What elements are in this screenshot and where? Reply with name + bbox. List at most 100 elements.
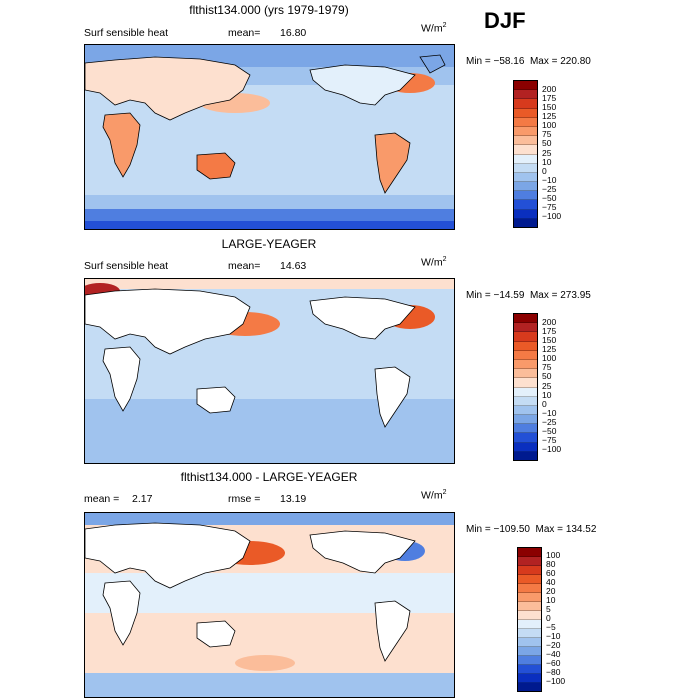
panel-3-colorbar-swatch [518, 647, 541, 656]
panel-3-colorbar-tick: 80 [546, 559, 556, 570]
panel-3-colorbar-labels: 100 80 60 40 20 10 5 0 −5 −10 −20 −40 −60 −80 −100 [544, 547, 584, 690]
panel-2-map-graphic [85, 279, 454, 463]
panel-1-colorbar-tick: −50 [542, 193, 557, 204]
panel-1-variable-label: Surf sensible heat [84, 27, 169, 39]
panel-3-mean-value: 2.17 [132, 493, 153, 505]
panel-3-units: W/m2 [421, 489, 447, 502]
panel-3-colorbar-swatch [518, 629, 541, 638]
panel-2-max-label: Max = [529, 290, 558, 301]
panel-1-colorbar-labels: 200 175 150 125 100 75 50 25 10 0 −10 −25 −50 −75 −100 [540, 80, 580, 226]
panel-2-variable-label: Surf sensible heat [84, 260, 169, 272]
panel-3-colorbar-tick: −5 [546, 621, 556, 632]
panel-2-units: W/m2 [421, 256, 447, 269]
panel-2-max-value: 273.95 [560, 290, 591, 301]
panel-2-colorbar-swatch [514, 378, 537, 388]
panel-2-colorbar-swatch [514, 424, 537, 434]
panel-1-minmax: Min = −58.16 Max = 220.80 [466, 56, 591, 67]
panel-3-colorbar-swatch [518, 593, 541, 602]
panel-3-colorbar-tick: −60 [546, 657, 561, 668]
panel-2-colorbar-swatch [514, 359, 537, 370]
panel-2-colorbar-swatch [514, 369, 537, 379]
panel-3-colorbar-tick: 5 [546, 604, 551, 615]
panel-1-colorbar-swatch [514, 136, 537, 146]
panel-3-colorbar-swatch [518, 620, 541, 629]
panel-2-colorbar-tick: 175 [542, 325, 557, 336]
panel-2-colorbar-tick: −75 [542, 435, 557, 446]
panel-2-colorbar-tick: −10 [542, 407, 557, 418]
panel-3-colorbar-tick: −100 [546, 675, 566, 686]
panel-1-colorbar-swatch [514, 108, 537, 118]
panel-1-colorbar-swatch [514, 145, 537, 155]
panel-2-colorbar-tick: 200 [542, 316, 557, 327]
panel-1-colorbar-swatch [514, 182, 537, 192]
panel-1-colorbar-tick: 0 [542, 165, 547, 176]
panel-2-colorbar-tick: −50 [542, 426, 557, 437]
panel-2-colorbar-swatch [514, 350, 537, 360]
panel-3-colorbar-swatch [518, 638, 541, 647]
panel-3-title: flthist134.000 - LARGE-YEAGER [180, 470, 358, 484]
panel-1-colorbar-swatch [514, 154, 537, 164]
panel-1-colorbar-swatch [514, 218, 537, 227]
panel-2-colorbar-tick: −100 [542, 444, 562, 455]
panel-3-colorbar-tick: 20 [546, 586, 556, 597]
panel-2-title: LARGE-YEAGER [221, 237, 317, 251]
panel-3-colorbar-tick: −40 [546, 648, 561, 659]
panel-3-colorbar [517, 547, 542, 692]
panel-3-colorbar-swatch [518, 656, 541, 665]
panel-1-colorbar-swatch [514, 126, 537, 137]
panel-2-colorbar-tick: −25 [542, 417, 557, 427]
panel-2-colorbar-swatch [514, 314, 537, 324]
panel-1-colorbar-swatch [514, 191, 537, 201]
panel-3-colorbar-tick: 0 [546, 613, 551, 623]
panel-2-colorbar-swatch [514, 415, 537, 425]
panel-1-colorbar-tick: 25 [542, 147, 552, 158]
panel-1-colorbar-swatch [514, 81, 537, 91]
panel-1-colorbar-swatch [514, 99, 537, 109]
panel-1-max-value: 220.80 [560, 56, 591, 67]
panel-2-colorbar-swatch [514, 451, 537, 460]
panel-1-colorbar-swatch [514, 209, 537, 219]
panel-1-colorbar-swatch [514, 90, 537, 100]
panel-3-colorbar-tick: 10 [546, 595, 556, 606]
panel-2-colorbar [513, 313, 538, 461]
panel-3-map [84, 512, 455, 698]
panel-1-map [84, 44, 455, 230]
panel-3-min-value: −109.50 [493, 524, 530, 535]
panel-1-colorbar-swatch [514, 200, 537, 210]
panel-2-colorbar-swatch [514, 323, 537, 333]
panel-1-colorbar-tick: 75 [542, 129, 552, 140]
panel-3-colorbar-swatch [518, 674, 541, 683]
panel-2-mean-label: mean= [228, 260, 261, 272]
panel-3-rmse-label: rmse = [228, 493, 261, 505]
panel-2-colorbar-swatch [514, 387, 537, 397]
panel-3-min-label: Min = [466, 524, 491, 535]
panel-2-colorbar-labels: 200 175 150 125 100 75 50 25 10 0 −10 −25 −50 −75 −100 [540, 313, 580, 459]
panel-2-colorbar-tick: 125 [542, 344, 557, 354]
panel-1-colorbar-tick: 100 [542, 120, 557, 131]
panel-1-colorbar-tick: 200 [542, 83, 557, 94]
panel-2-colorbar-tick: 150 [542, 334, 557, 345]
panel-2-minmax: Min = −14.59 Max = 273.95 [466, 290, 591, 301]
panel-2-colorbar-tick: 100 [542, 353, 557, 364]
panel-2-colorbar-swatch [514, 341, 537, 351]
panel-3-minmax: Min = −109.50 Max = 134.52 [466, 524, 596, 535]
panel-1-colorbar-tick: 175 [542, 92, 557, 103]
panel-3-colorbar-swatch [518, 611, 541, 620]
panel-2-colorbar-tick: 0 [542, 398, 547, 409]
panel-2-colorbar-swatch [514, 433, 537, 443]
panel-1-max-label: Max = [529, 56, 558, 67]
panel-2-min-value: −14.59 [493, 290, 525, 301]
panel-3-colorbar-swatch [518, 683, 541, 691]
season-label: DJF [484, 8, 526, 33]
panel-2-colorbar-tick: 25 [542, 380, 552, 391]
panel-1-colorbar-swatch [514, 163, 537, 173]
panel-3-colorbar-tick: −20 [546, 639, 561, 650]
panel-3-colorbar-swatch [518, 584, 541, 593]
panel-1-colorbar-swatch [514, 117, 537, 127]
panel-2-colorbar-tick: 10 [542, 389, 552, 400]
panel-1-colorbar [513, 80, 538, 228]
panel-1-colorbar-tick: 150 [542, 101, 557, 112]
panel-2-colorbar-tick: 50 [542, 371, 552, 382]
panel-2-map [84, 278, 455, 464]
panel-1-colorbar-tick: −10 [542, 174, 557, 185]
